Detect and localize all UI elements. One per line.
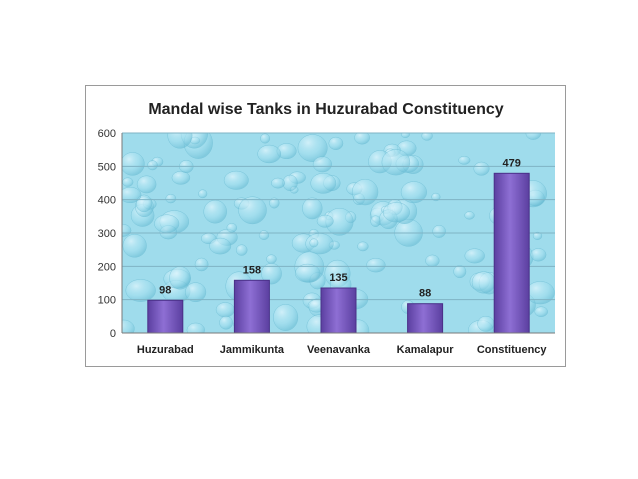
water-drop xyxy=(458,155,471,165)
water-drop xyxy=(167,133,193,149)
y-tick-label: 600 xyxy=(98,128,116,140)
water-drop xyxy=(453,265,467,279)
water-drop xyxy=(328,136,344,150)
x-tick-label: Huzurabad xyxy=(137,344,194,356)
y-tick-label: 400 xyxy=(98,195,116,207)
water-drop xyxy=(154,214,180,233)
water-drop xyxy=(269,197,280,209)
x-tick-label: Jammikunta xyxy=(220,344,285,356)
water-drop xyxy=(122,186,142,204)
water-drop xyxy=(223,170,249,190)
water-drop xyxy=(302,197,323,220)
water-drop xyxy=(136,194,153,213)
water-drop xyxy=(257,144,282,164)
water-drop xyxy=(366,258,386,273)
y-tick-label: 100 xyxy=(98,295,116,307)
water-drop xyxy=(431,192,441,202)
water-drop xyxy=(312,156,332,173)
water-drop xyxy=(171,170,191,185)
y-tick-label: 300 xyxy=(98,228,116,240)
data-labels: 98 158 135 88 479 xyxy=(159,157,521,299)
water-drop xyxy=(432,224,446,238)
water-drop xyxy=(534,306,548,317)
water-drop xyxy=(258,230,270,240)
bars xyxy=(147,172,530,334)
water-drop-texture xyxy=(122,133,555,333)
water-drop xyxy=(209,237,232,255)
water-drop xyxy=(226,223,238,233)
water-drop xyxy=(473,161,490,176)
data-label: 479 xyxy=(503,157,521,169)
water-drop xyxy=(471,271,496,294)
water-drop xyxy=(266,254,277,264)
water-drop xyxy=(421,133,433,141)
y-tick-label: 200 xyxy=(98,261,116,273)
water-drop xyxy=(122,152,145,176)
data-label: 88 xyxy=(419,288,431,300)
water-drop xyxy=(381,149,411,176)
water-drop xyxy=(125,279,156,302)
y-tick-label: 0 xyxy=(110,328,116,340)
water-drop xyxy=(261,263,282,285)
water-drop xyxy=(215,302,235,318)
water-drop xyxy=(310,172,337,194)
bar-kamalapur xyxy=(407,303,444,334)
water-drop xyxy=(238,196,267,225)
water-drop xyxy=(316,214,334,228)
water-drop xyxy=(370,215,381,227)
water-drop xyxy=(295,263,321,283)
data-label: 158 xyxy=(243,264,261,276)
water-drop xyxy=(165,193,177,204)
water-drop xyxy=(235,244,248,256)
data-label: 98 xyxy=(159,284,171,296)
water-drop xyxy=(273,304,299,331)
bar-chart: Mandal wise Tanks in Huzurabad Constitue… xyxy=(98,101,555,356)
water-drop xyxy=(186,322,205,333)
plot-area: 0 100 200 300 400 500 600 98 158 135 88 479 Huzura… xyxy=(98,128,555,356)
water-drop xyxy=(219,315,233,330)
bar-jammikunta xyxy=(233,279,270,334)
chart-frame: Mandal wise Tanks in Huzurabad Constitue… xyxy=(85,85,566,367)
water-drop xyxy=(271,177,285,189)
water-drop xyxy=(147,160,158,171)
water-drop xyxy=(185,282,207,303)
y-axis: 0 100 200 300 400 500 600 xyxy=(98,128,123,340)
water-drop xyxy=(198,189,208,199)
water-drop xyxy=(122,234,147,258)
x-axis: Huzurabad Jammikunta Veenavanka Kamalapur Co… xyxy=(122,332,555,356)
y-tick-label: 500 xyxy=(98,161,116,173)
water-drop xyxy=(532,231,543,240)
bar-constituency xyxy=(493,172,530,334)
water-drop xyxy=(464,248,485,264)
bar-veenavanka xyxy=(320,287,357,334)
water-drop xyxy=(354,133,370,145)
chart-title: Mandal wise Tanks in Huzurabad Constitue… xyxy=(148,101,503,118)
data-label: 135 xyxy=(329,272,347,284)
x-tick-label: Constituency xyxy=(477,344,548,356)
water-drop xyxy=(382,202,410,223)
x-tick-label: Kamalapur xyxy=(397,344,455,356)
water-drop xyxy=(357,241,369,252)
water-drop xyxy=(400,133,410,138)
water-drop xyxy=(122,319,135,333)
water-drop xyxy=(309,238,319,248)
water-drop xyxy=(477,315,495,332)
water-drop xyxy=(136,175,157,194)
water-drop xyxy=(530,248,547,262)
water-drop xyxy=(297,134,328,162)
water-drop xyxy=(400,181,427,204)
water-drop xyxy=(425,254,440,267)
bar-huzurabad xyxy=(147,299,184,334)
x-tick-label: Veenavanka xyxy=(307,344,371,356)
water-drop xyxy=(260,133,271,144)
water-drop xyxy=(525,281,555,305)
water-drop xyxy=(194,257,209,272)
water-drop xyxy=(351,178,379,206)
water-drop xyxy=(169,266,191,290)
water-drop xyxy=(203,199,227,224)
water-drop xyxy=(464,211,475,220)
water-drop xyxy=(122,177,134,187)
